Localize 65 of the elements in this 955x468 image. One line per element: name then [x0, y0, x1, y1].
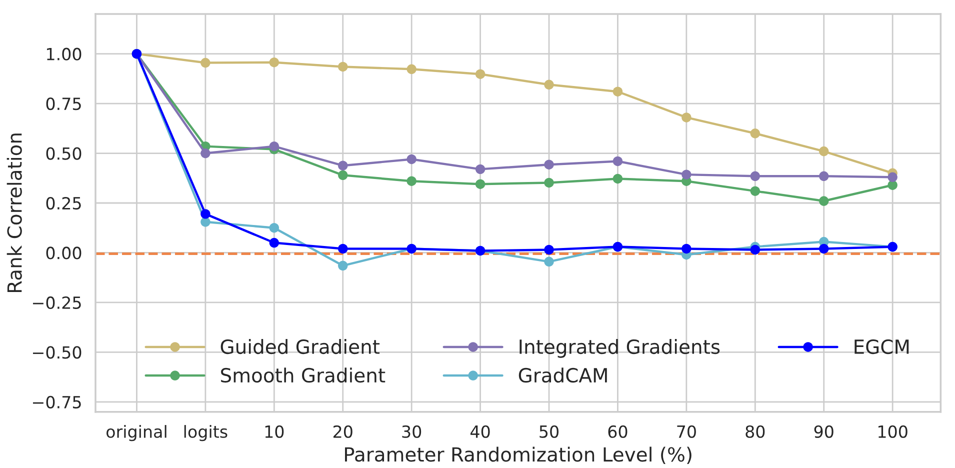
point: [612, 174, 623, 184]
x-tick-label: logits: [184, 425, 228, 442]
point: [475, 69, 486, 79]
y-tick-label: 0.00: [46, 246, 82, 260]
point: [200, 209, 210, 219]
y-tick-label: −0.75: [32, 396, 81, 408]
point: [406, 64, 416, 74]
point: [475, 179, 486, 189]
point: [682, 170, 692, 180]
x-tick-label: 70: [677, 425, 696, 438]
point: [544, 160, 554, 170]
point: [544, 244, 554, 255]
x-tick-label: 100: [878, 425, 908, 438]
point: [682, 112, 692, 122]
point: [819, 244, 829, 254]
point: [682, 244, 692, 254]
legend-label: GradCAM: [518, 368, 607, 383]
y-tick-label: 1.00: [47, 48, 82, 60]
point: [338, 170, 348, 180]
point: [338, 62, 348, 72]
legend-label: Smooth Gradient: [221, 368, 386, 383]
point: [338, 160, 348, 170]
point: [819, 146, 829, 156]
point: [406, 154, 416, 164]
y-tick-label: 0.25: [46, 196, 81, 210]
point: [612, 86, 623, 96]
x-tick-label: 60: [608, 425, 628, 438]
point: [475, 164, 486, 174]
point: [269, 141, 280, 152]
x-tick-label: 10: [265, 425, 284, 438]
point: [612, 156, 623, 166]
point: [406, 176, 416, 186]
point: [819, 171, 829, 182]
point: [819, 196, 829, 206]
point: [544, 178, 554, 188]
point: [544, 80, 554, 90]
point: [338, 244, 348, 254]
point: [750, 128, 760, 138]
legend-label: Guided Gradient: [220, 339, 380, 354]
y-tick-label: −0.25: [32, 296, 81, 310]
legend-label: Integrated Gradients: [520, 339, 720, 358]
point: [888, 172, 898, 182]
x-tick-label: 80: [746, 425, 765, 438]
x-axis-title: Parameter Randomization Level (%): [345, 446, 692, 464]
legend-label: EGCM: [854, 339, 909, 354]
y-tick-label: −0.50: [32, 346, 82, 359]
point: [269, 222, 280, 233]
point: [338, 260, 348, 271]
x-tick-label: 20: [333, 425, 352, 438]
x-tick-label: original: [106, 425, 166, 442]
y-axis-title: Rank Correlation: [6, 134, 22, 292]
y-tick-label: 0.75: [46, 98, 81, 110]
y-tick-label: 0.50: [46, 147, 82, 160]
x-tick-label: 50: [540, 425, 559, 438]
point: [200, 148, 210, 158]
point: [750, 244, 760, 255]
x-tick-label: 40: [470, 425, 490, 438]
point: [200, 58, 210, 68]
x-tick-label: 90: [814, 425, 834, 438]
point: [544, 256, 554, 267]
point: [750, 171, 760, 182]
point: [269, 58, 280, 68]
point: [750, 186, 760, 196]
point: [269, 238, 280, 248]
x-tick-label: 30: [402, 425, 422, 438]
